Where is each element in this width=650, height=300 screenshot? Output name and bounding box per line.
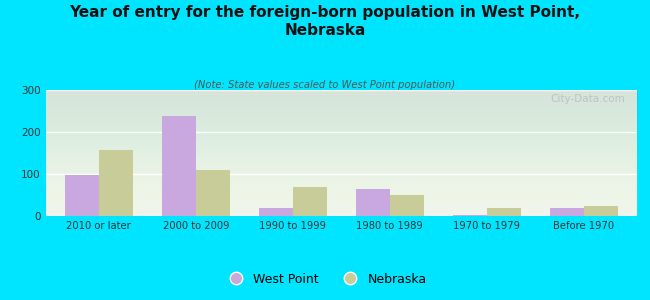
Bar <box>453 215 487 216</box>
Legend: West Point, Nebraska: West Point, Nebraska <box>218 268 432 291</box>
Bar <box>196 170 229 216</box>
Bar <box>292 187 327 216</box>
Text: Year of entry for the foreign-born population in West Point,
Nebraska: Year of entry for the foreign-born popul… <box>70 4 580 38</box>
Bar <box>390 195 424 216</box>
Text: City-Data.com: City-Data.com <box>551 94 625 104</box>
Bar <box>259 208 292 216</box>
Bar <box>99 150 133 216</box>
Bar <box>65 175 99 216</box>
Bar <box>162 116 196 216</box>
Bar <box>487 208 521 216</box>
Bar <box>550 208 584 216</box>
Text: (Note: State values scaled to West Point population): (Note: State values scaled to West Point… <box>194 80 456 89</box>
Bar <box>356 189 390 216</box>
Bar <box>584 206 618 216</box>
